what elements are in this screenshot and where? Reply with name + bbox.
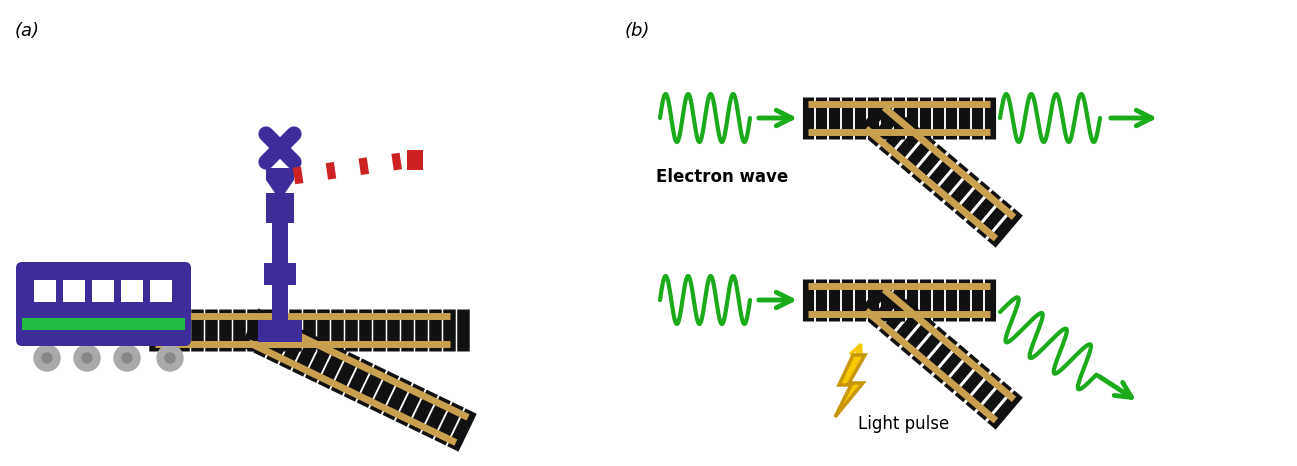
Circle shape: [74, 345, 100, 371]
Bar: [92, 280, 114, 302]
Bar: [266, 193, 294, 223]
Circle shape: [42, 353, 52, 363]
Text: Electron wave: Electron wave: [656, 168, 789, 186]
Circle shape: [157, 345, 183, 371]
Polygon shape: [835, 355, 865, 417]
Circle shape: [114, 345, 140, 371]
Text: Light pulse: Light pulse: [859, 415, 949, 433]
Circle shape: [165, 353, 175, 363]
Bar: [150, 280, 173, 302]
Bar: [265, 263, 296, 285]
Bar: [258, 320, 302, 342]
Bar: [64, 280, 86, 302]
Bar: [121, 280, 143, 302]
Bar: [272, 223, 288, 263]
Text: (b): (b): [625, 22, 650, 40]
Bar: [34, 280, 56, 302]
Circle shape: [34, 345, 60, 371]
Text: (a): (a): [16, 22, 40, 40]
Polygon shape: [266, 168, 294, 193]
Circle shape: [122, 353, 132, 363]
FancyBboxPatch shape: [16, 262, 191, 346]
Bar: [272, 285, 288, 320]
Bar: [407, 150, 423, 170]
Bar: [22, 318, 185, 330]
Circle shape: [82, 353, 92, 363]
